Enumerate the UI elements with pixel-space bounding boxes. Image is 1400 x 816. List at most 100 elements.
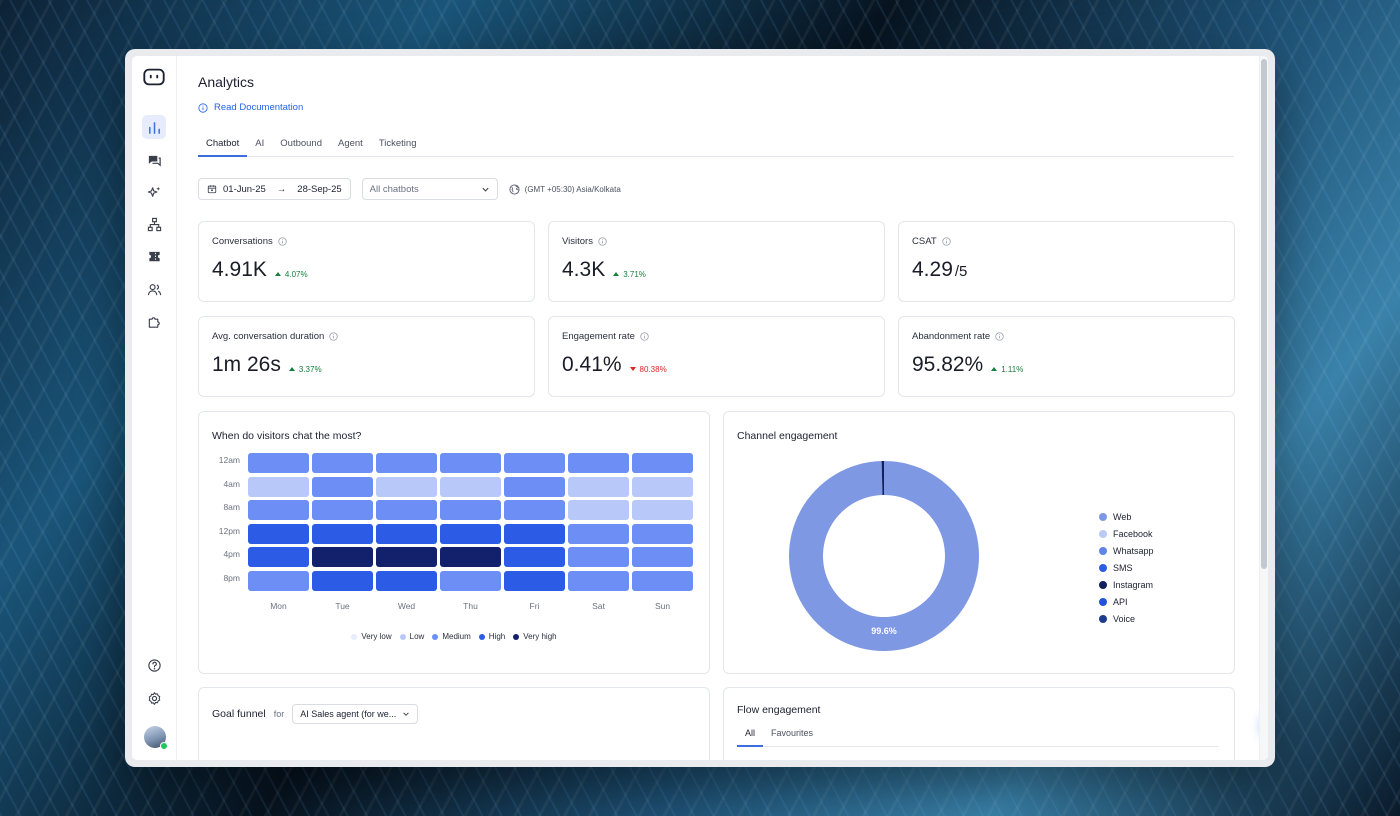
sidebar-item-ai[interactable] (142, 180, 166, 204)
heatmap-col-label: Sat (592, 601, 605, 611)
heatmap-cell[interactable] (504, 453, 565, 473)
sidebar-item-integrations[interactable] (142, 309, 166, 333)
sidebar-settings[interactable] (142, 686, 166, 710)
heatmap-cell[interactable] (568, 453, 629, 473)
app-window: Analytics Read Documentation Chatbot AI … (125, 49, 1275, 767)
sidebar-item-tickets[interactable] (142, 244, 166, 268)
heatmap-cell[interactable] (568, 547, 629, 568)
read-documentation-link[interactable]: Read Documentation (198, 102, 303, 113)
puzzle-icon (148, 316, 160, 328)
legend-swatch (1099, 546, 1107, 555)
tab-agent[interactable]: Agent (338, 138, 363, 149)
heatmap-col-label: Fri (529, 601, 540, 611)
metric-value: 4.29 (912, 258, 953, 281)
sidebar-item-conversations[interactable] (142, 148, 166, 172)
heatmap-cell[interactable] (632, 571, 693, 591)
heatmap-cell[interactable] (568, 571, 629, 591)
donut-slice-instagram[interactable] (881, 461, 884, 496)
channel-legend-item[interactable]: SMS (1099, 559, 1154, 576)
heatmap-col-label: Sun (654, 601, 671, 611)
heatmap-cell[interactable] (568, 476, 629, 497)
sidebar-item-analytics[interactable] (142, 115, 166, 139)
heatmap-cell[interactable] (568, 500, 629, 521)
heatmap-cell[interactable] (504, 547, 565, 568)
heatmap-cell[interactable] (376, 571, 437, 591)
info-icon[interactable] (995, 332, 1004, 341)
tab-ai[interactable]: AI (255, 138, 265, 149)
heatmap-cell[interactable] (248, 523, 309, 544)
heatmap-cell[interactable] (504, 571, 565, 591)
heatmap-cell[interactable] (440, 571, 501, 591)
info-icon[interactable] (598, 237, 607, 246)
heatmap-cell[interactable] (504, 476, 565, 497)
info-icon[interactable] (329, 332, 338, 341)
main-scrollbar[interactable] (1259, 56, 1268, 760)
sidebar-help[interactable] (142, 653, 166, 677)
heatmap-cell[interactable] (248, 500, 309, 521)
info-icon[interactable] (278, 237, 287, 246)
heatmap-cell[interactable] (504, 523, 565, 544)
tab-ticketing[interactable]: Ticketing (378, 138, 417, 149)
info-icon[interactable] (941, 237, 951, 246)
tab-all[interactable]: All (737, 725, 764, 747)
sidebar-item-contacts[interactable] (142, 277, 166, 301)
analytics-tabs: Chatbot AI Outbound Agent Ticketing (198, 135, 1234, 157)
heatmap-cell[interactable] (312, 523, 373, 544)
heatmap-col-label: Tue (335, 601, 350, 611)
heatmap-cell[interactable] (248, 571, 309, 591)
channel-legend-item[interactable]: Instagram (1099, 576, 1154, 593)
logo-icon[interactable] (141, 64, 167, 90)
date-range-picker[interactable]: 01-Jun-25 → 28-Sep-25 (198, 178, 351, 200)
heatmap-cell[interactable] (312, 571, 373, 591)
trend-up-icon (288, 367, 295, 371)
heatmap-cell[interactable] (440, 500, 501, 521)
heatmap-cell[interactable] (376, 453, 437, 473)
heatmap-cell[interactable] (504, 500, 565, 521)
heatmap-cell[interactable] (376, 476, 437, 497)
heatmap-row-label: 12am (218, 455, 240, 465)
metric-delta: 4.07% (274, 270, 308, 279)
channel-legend-item[interactable]: API (1099, 593, 1154, 610)
heatmap-cell[interactable] (312, 453, 373, 473)
goal-funnel-for-label: for (273, 709, 285, 719)
donut-slice-web[interactable] (789, 461, 979, 651)
info-icon[interactable] (640, 332, 649, 341)
channel-legend-item[interactable]: Facebook (1099, 525, 1154, 542)
tab-outbound[interactable]: Outbound (280, 138, 322, 149)
avatar[interactable] (144, 726, 168, 750)
tab-favourites[interactable]: Favourites (771, 728, 814, 738)
channel-legend-item[interactable]: Web (1099, 508, 1154, 525)
heatmap-cell[interactable] (248, 476, 309, 497)
heatmap-col-label: Mon (270, 601, 287, 611)
heatmap-cell[interactable] (440, 476, 501, 497)
heatmap-cell[interactable] (632, 453, 693, 473)
sidebar-item-flows[interactable] (142, 212, 166, 236)
channel-legend: Web Facebook Whatsapp SMS Instagram API Voice (1099, 508, 1154, 627)
channel-legend-item[interactable]: Whatsapp (1099, 542, 1154, 559)
goal-funnel-agent-select[interactable]: AI Sales agent (for we... (292, 704, 419, 724)
heatmap-cell[interactable] (376, 523, 437, 544)
heatmap-cell[interactable] (248, 547, 309, 568)
heatmap-cell[interactable] (376, 500, 437, 521)
heatmap-cell[interactable] (632, 476, 693, 497)
heatmap-legend-item: High (478, 632, 505, 641)
heatmap-cell[interactable] (312, 547, 373, 568)
heatmap-cell[interactable] (632, 500, 693, 521)
heatmap-cell[interactable] (440, 523, 501, 544)
heatmap-cell[interactable] (312, 476, 373, 497)
heatmap-cell[interactable] (440, 547, 501, 568)
goal-funnel-title: Goal funnel (212, 708, 266, 720)
heatmap-col-label: Thu (463, 601, 478, 611)
heatmap-cell[interactable] (376, 547, 437, 568)
scrollbar-thumb[interactable] (1261, 59, 1267, 569)
heatmap-cell[interactable] (248, 453, 309, 473)
channel-legend-item[interactable]: Voice (1099, 610, 1154, 627)
heatmap-cell[interactable] (312, 500, 373, 521)
heatmap-cell[interactable] (440, 453, 501, 473)
heatmap-cell[interactable] (568, 523, 629, 544)
heatmap-cell[interactable] (632, 523, 693, 544)
chatbot-select[interactable]: All chatbots (361, 178, 498, 200)
heatmap-row-label: 12pm (218, 525, 240, 536)
tab-chatbot[interactable]: Chatbot (198, 135, 248, 157)
heatmap-cell[interactable] (632, 547, 693, 568)
